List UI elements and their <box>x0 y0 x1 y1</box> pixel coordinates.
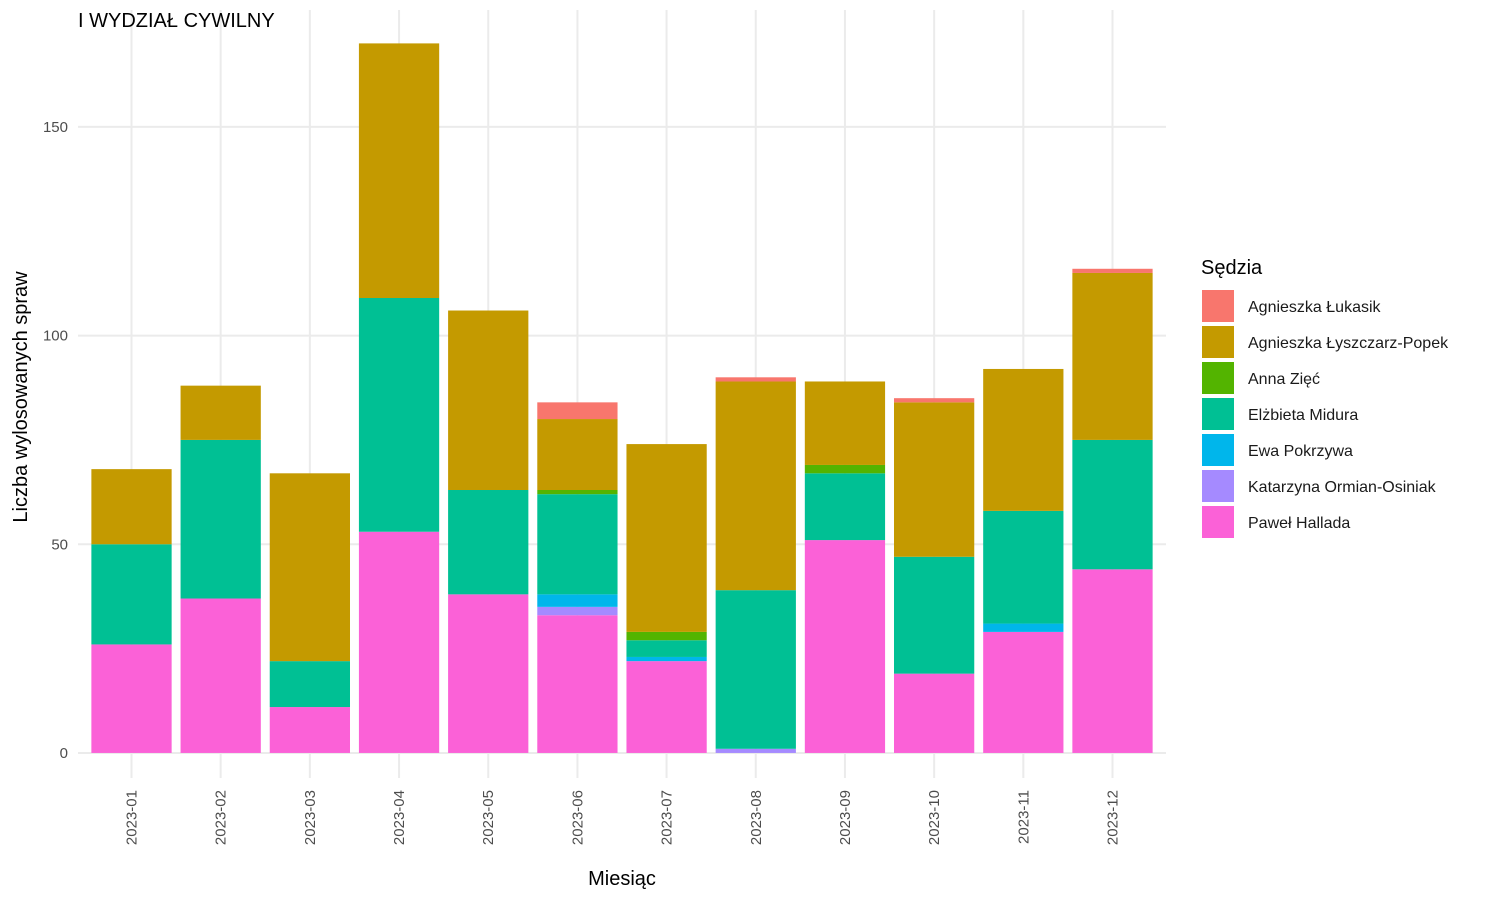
bar-segment <box>626 631 707 641</box>
bar-segment <box>1072 439 1153 570</box>
bar-segment <box>626 640 707 657</box>
bar-segment <box>537 419 618 490</box>
bar-segment <box>894 556 975 674</box>
bar-segment <box>180 439 261 599</box>
legend-key <box>1202 434 1234 466</box>
legend-label: Ewa Pokrzywa <box>1248 443 1353 460</box>
bar-segment <box>715 748 796 753</box>
bar-segment <box>626 661 707 753</box>
bar-segment <box>269 661 350 708</box>
bar-segment <box>180 385 261 440</box>
y-tick-label: 150 <box>43 119 68 136</box>
x-tick-label: 2023-11 <box>1015 790 1032 844</box>
bar-segment <box>180 598 261 753</box>
legend-label: Elżbieta Midura <box>1248 407 1358 424</box>
y-tick-label: 50 <box>51 536 68 553</box>
legend-label: Agnieszka Łukasik <box>1248 299 1382 316</box>
bar-segment <box>269 707 350 753</box>
axis-layer: 0 50 100 150 2023-01 2023-02 2023-03 2023-04 202… <box>43 119 1122 845</box>
bar-segment <box>537 494 618 595</box>
bar-segment <box>358 531 440 753</box>
legend-key <box>1202 470 1234 502</box>
legend-key <box>1202 326 1234 358</box>
bar-segment <box>448 490 529 595</box>
bar-segment <box>626 656 707 662</box>
x-tick-label: 2023-12 <box>1104 790 1121 845</box>
bar-segment <box>804 540 886 753</box>
bar-segment <box>537 606 618 616</box>
bar-segment <box>983 631 1064 753</box>
bar-segment <box>91 644 172 753</box>
x-tick-label: 2023-01 <box>124 790 141 845</box>
bar-segment <box>448 310 529 490</box>
legend-label: Paweł Hallada <box>1248 515 1350 532</box>
x-axis-title: Miesiąc <box>588 868 656 890</box>
x-tick-label: 2023-10 <box>926 790 943 845</box>
x-tick-label: 2023-09 <box>837 790 854 845</box>
bar-segment <box>804 381 886 465</box>
bar-segment <box>1072 569 1153 753</box>
bar-segment <box>715 381 796 591</box>
legend-label: Agnieszka Łyszczarz-Popek <box>1248 335 1449 352</box>
bar-segment <box>804 464 886 474</box>
legend-items: Agnieszka Łukasik Agnieszka Łyszczarz-Pop… <box>1202 290 1449 538</box>
y-axis-title: Liczba wylosowanych spraw <box>10 271 32 523</box>
bar-segment <box>91 469 172 545</box>
x-tick-label: 2023-06 <box>569 790 586 845</box>
bar-segment <box>983 623 1064 632</box>
legend-label: Katarzyna Ormian-Osiniak <box>1248 479 1437 496</box>
legend-label: Anna Zięć <box>1248 371 1320 388</box>
bar-segment <box>448 594 529 753</box>
legend-key <box>1202 398 1234 430</box>
chart-title: I WYDZIAŁ CYWILNY <box>78 10 275 32</box>
bar-segment <box>983 510 1064 624</box>
bar-segment <box>715 377 796 382</box>
bar-segment <box>715 590 796 749</box>
bar-segment <box>537 402 618 420</box>
x-tick-label: 2023-07 <box>659 790 676 845</box>
legend: Sędzia Agnieszka Łukasik Agnieszka Łyszcz… <box>1201 257 1449 538</box>
legend-title: Sędzia <box>1201 257 1263 279</box>
bar-segment <box>894 402 975 557</box>
x-tick-label: 2023-02 <box>213 790 230 845</box>
bar-segment <box>626 444 707 632</box>
bars-layer <box>91 43 1153 753</box>
x-tick-label: 2023-03 <box>302 790 319 845</box>
legend-key <box>1202 290 1234 322</box>
bar-segment <box>537 490 618 495</box>
bar-segment <box>1072 268 1153 273</box>
bar-segment <box>804 473 886 541</box>
legend-key <box>1202 362 1234 394</box>
y-tick-label: 0 <box>60 745 68 762</box>
y-tick-label: 100 <box>43 328 68 345</box>
bar-segment <box>1072 272 1153 440</box>
bar-segment <box>894 673 975 753</box>
bar-segment <box>358 43 440 299</box>
x-tick-label: 2023-05 <box>480 790 497 845</box>
bar-segment <box>269 473 350 662</box>
x-tick-label: 2023-08 <box>748 790 765 845</box>
bar-segment <box>358 298 440 532</box>
bar-segment <box>894 398 975 403</box>
bar-segment <box>537 615 618 753</box>
legend-key <box>1202 506 1234 538</box>
bar-segment <box>91 544 172 645</box>
bar-segment <box>983 368 1064 511</box>
x-tick-label: 2023-04 <box>391 790 408 845</box>
bar-segment <box>537 594 618 607</box>
